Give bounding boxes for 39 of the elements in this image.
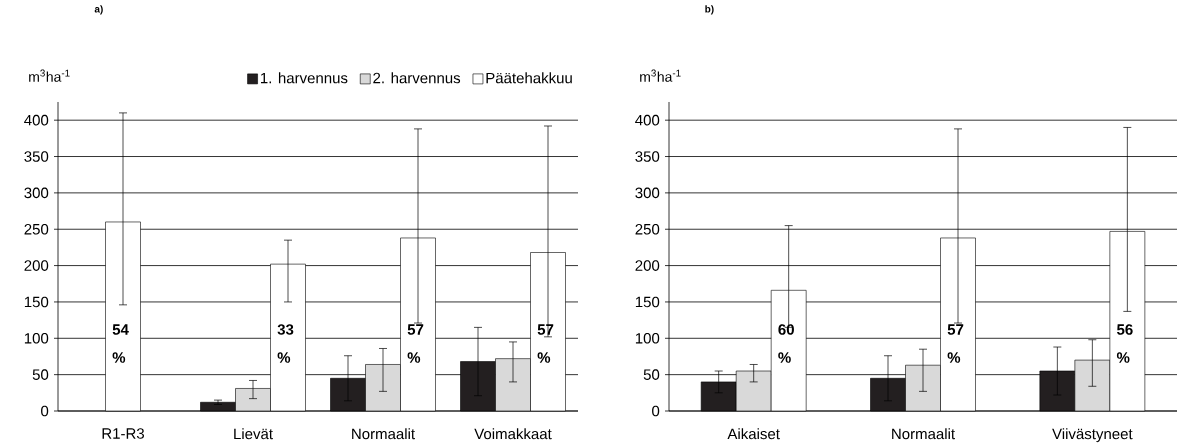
annotation: 57 % [947,324,964,363]
x-tick-label: Viivästyneet [1052,428,1133,443]
annotation: 60 % [778,324,794,363]
annotation: 57 % [407,324,424,363]
y-tick-label: 300 [24,187,49,199]
y-tick-label: 350 [635,151,660,162]
x-tick-label: Aikaiset [727,428,780,440]
annotation: 56 % [1116,324,1133,363]
annotation: 54 % [112,324,129,363]
annotation: 57 % [537,324,554,363]
annotation: 33 % [277,324,294,363]
y-tick-label: 100 [24,332,49,344]
y-tick-label: 50 [32,369,49,380]
y-tick-label: 150 [24,296,49,308]
y-tick-label: 350 [24,151,49,162]
y-tick-label: 250 [635,223,660,235]
chart-title: a) [94,5,103,15]
y-axis-title: m$^{3}$ha$^{-1}$ [29,69,70,82]
x-tick-label: Voimakkaat [474,428,552,440]
y-axis-title: m$^{3}$ha$^{-1}$ [640,69,681,82]
y-tick-label: 200 [635,260,660,271]
legend-label: Päätehakkuu [486,72,572,84]
y-tick-label: 200 [24,260,49,271]
x-tick-label: Lievät [234,428,273,440]
legend-label: 2. harvennus [373,72,461,84]
y-tick-label: 100 [635,332,660,344]
y-tick-label: 300 [635,187,660,199]
y-tick-label: 50 [643,369,660,380]
chart-title: b) [705,5,714,15]
x-tick-label: Normaalit [892,428,955,440]
y-tick-label: 0 [652,405,660,417]
x-tick-label: R1-R3 [102,428,145,439]
y-tick-label: 400 [24,114,49,126]
y-tick-label: 400 [635,114,660,126]
x-tick-label: Normaalit [352,428,415,440]
legend-label: 1. harvennus [261,72,348,84]
y-tick-label: 150 [635,296,660,308]
y-tick-label: 250 [24,223,49,235]
y-tick-label: 0 [41,405,49,417]
